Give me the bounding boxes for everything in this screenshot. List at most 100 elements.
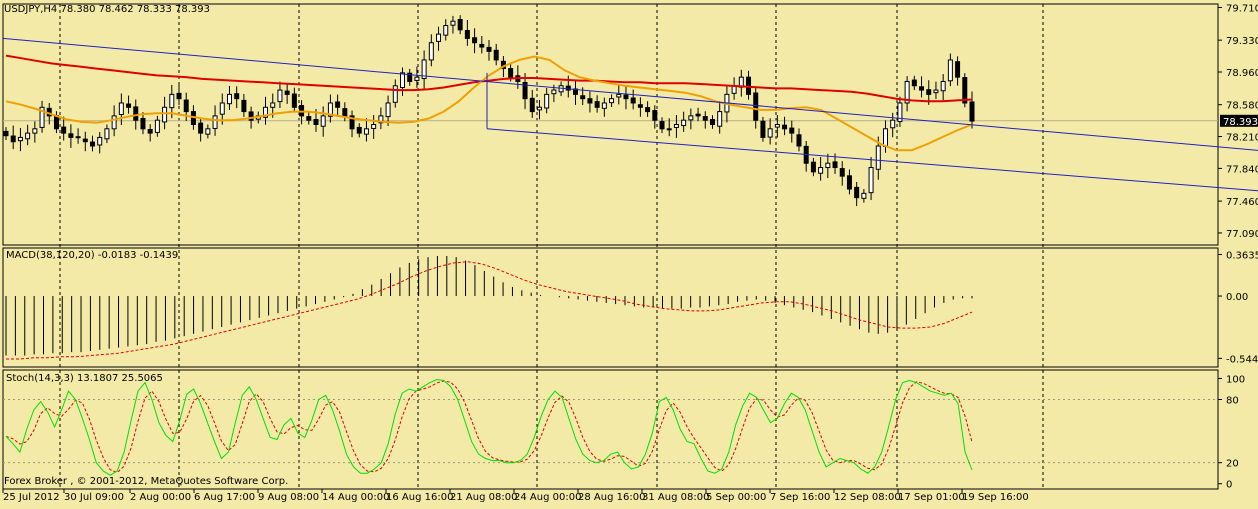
- candle-body: [126, 103, 132, 108]
- candle-body: [97, 136, 103, 146]
- candle-body: [919, 86, 925, 91]
- panel-frame: [2, 369, 1219, 490]
- candle-body: [681, 119, 687, 127]
- candle-body: [104, 128, 110, 140]
- current-price-label: 78.393: [1223, 117, 1258, 128]
- price-tick-label: 78.580: [1226, 101, 1258, 112]
- macd-panel[interactable]: 0.3635 0.00 -0.5446: [5, 250, 1258, 365]
- candle-body: [82, 138, 88, 143]
- price-tick-label: 77.840: [1226, 164, 1258, 175]
- time-tick-label: 5 Sep 00:00: [706, 492, 766, 503]
- candle-body: [601, 102, 607, 109]
- candle-body: [551, 89, 557, 95]
- candle-body: [652, 110, 658, 121]
- time-tick-label: 25 Jul 2012: [3, 492, 60, 503]
- candle-body: [630, 97, 636, 104]
- candle-body: [839, 168, 845, 177]
- candle-body: [436, 33, 442, 42]
- macd-tick-label: 0.3635: [1226, 250, 1258, 261]
- candle-body: [846, 175, 852, 190]
- candle-body: [457, 18, 463, 31]
- candle-body: [306, 116, 312, 121]
- stoch-tick-label: 80: [1226, 395, 1239, 406]
- macd-marks: [5, 256, 973, 360]
- candle-body: [955, 61, 961, 78]
- candle-body: [536, 106, 542, 111]
- copyright-footer: Forex Broker , © 2001-2012, MetaQuotes S…: [4, 476, 288, 487]
- stoch-signal-line: [5, 380, 973, 474]
- candle-body: [140, 117, 146, 130]
- candle-body: [414, 76, 420, 81]
- macd-signal-line: [6, 261, 973, 360]
- candle-body: [68, 133, 74, 138]
- ma-slow-line: [5, 54, 973, 103]
- candle-body: [61, 126, 67, 134]
- candle-body: [443, 25, 449, 36]
- candle-body: [818, 167, 824, 174]
- time-tick-label: 24 Aug 00:00: [514, 492, 581, 503]
- candle-body: [472, 37, 478, 44]
- candle-body: [479, 43, 485, 48]
- candle-body: [623, 94, 629, 100]
- macd-axis: 0.3635 0.00 -0.5446: [1218, 250, 1258, 365]
- candle-body: [832, 161, 838, 169]
- candle-body: [263, 106, 269, 118]
- candle-body: [363, 128, 369, 135]
- candle-body: [522, 81, 528, 100]
- candle-body: [176, 92, 182, 100]
- candle-body: [464, 30, 470, 39]
- candle-body: [399, 72, 405, 88]
- candle-body: [717, 111, 723, 127]
- time-tick-label: 31 Aug 08:00: [642, 492, 709, 503]
- candle-body: [565, 85, 571, 91]
- candle-body: [371, 124, 377, 129]
- candle-body: [421, 59, 427, 80]
- candle-body: [695, 113, 701, 117]
- candle-body: [327, 102, 333, 117]
- candle-body: [320, 115, 326, 127]
- panel-frame: [2, 247, 1219, 368]
- vertical-gridlines: [59, 4, 1044, 489]
- candle-body: [241, 99, 247, 113]
- candle-body: [219, 102, 225, 115]
- stoch-tick-label: 20: [1226, 459, 1239, 470]
- candle-body: [645, 107, 651, 113]
- candle-body: [226, 93, 232, 105]
- candle-body: [529, 97, 535, 113]
- candle-body: [3, 130, 9, 137]
- candle-body: [53, 115, 59, 130]
- time-tick-label: 30 Jul 09:00: [64, 492, 124, 503]
- stoch-marks: [3, 378, 1218, 476]
- current-price-box: [1220, 114, 1258, 127]
- time-tick-label: 7 Sep 16:00: [770, 492, 830, 503]
- candle-body: [32, 128, 38, 134]
- candle-body: [277, 89, 283, 103]
- candle-body: [774, 124, 780, 128]
- candle-body: [90, 141, 96, 147]
- candle-body: [702, 116, 708, 121]
- candle-body: [493, 49, 499, 61]
- candle-body: [378, 115, 384, 124]
- candle-body: [234, 93, 240, 100]
- macd-tick-label: -0.5446: [1226, 354, 1258, 365]
- time-tick-label: 6 Aug 17:00: [194, 492, 255, 503]
- candle-body: [616, 93, 622, 98]
- ma-fast-line: [5, 55, 973, 152]
- candle-body: [796, 134, 802, 147]
- price-axis: 79.710 79.330 78.960 78.580 78.210 77.840 77.4…: [1218, 3, 1258, 240]
- candle-body: [609, 98, 615, 104]
- candle-body: [673, 124, 679, 128]
- candle-body: [933, 89, 939, 94]
- time-tick-label: 2 Aug 00:00: [130, 492, 191, 503]
- macd-title: MACD(38,120,20) -0.0183 -0.1439: [6, 250, 178, 261]
- stoch-panel[interactable]: 100 80 20 0: [3, 374, 1245, 491]
- candle-body: [486, 46, 492, 52]
- candle-body: [212, 115, 218, 129]
- candle-body: [753, 92, 759, 121]
- stoch-main-line: [5, 378, 973, 476]
- panel-frame: [2, 3, 1219, 246]
- candle-body: [594, 101, 600, 108]
- candle-body: [407, 72, 413, 82]
- price-panel[interactable]: 79.710 79.330 78.960 78.580 78.210 77.840 77.4…: [2, 3, 1258, 240]
